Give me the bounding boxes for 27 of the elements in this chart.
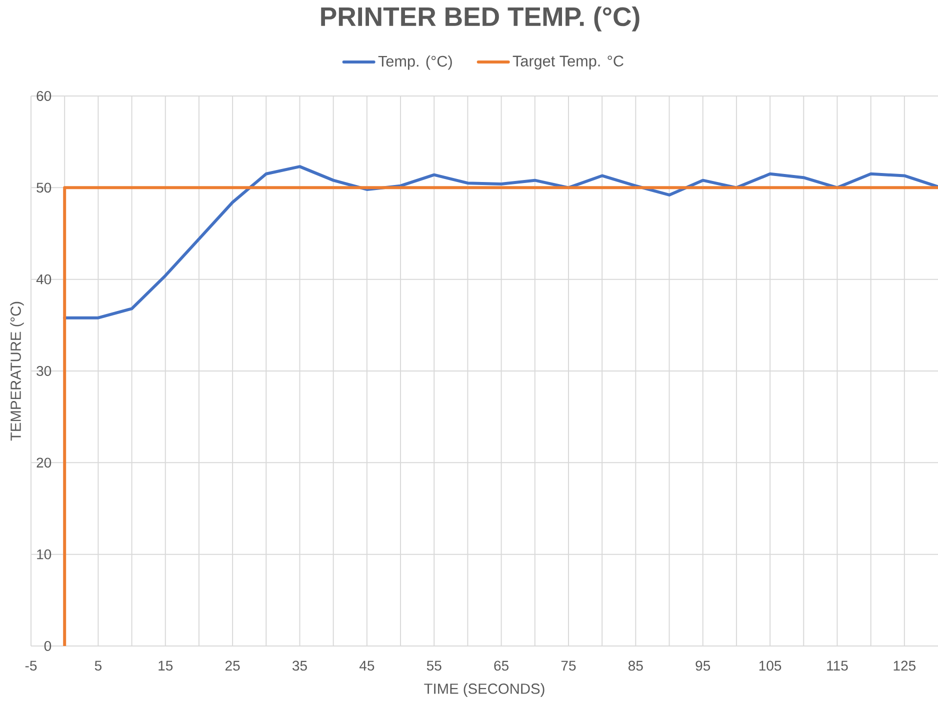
- x-tick-label: 95: [696, 660, 710, 671]
- y-tick-label: 20: [36, 458, 52, 468]
- y-axis-title: TEMPERATURE (°C): [10, 302, 24, 441]
- x-tick-label: 5: [94, 660, 102, 671]
- x-tick-label: 15: [158, 660, 173, 671]
- legend-label: Temp. (°C): [378, 55, 452, 70]
- x-tick-label: 35: [292, 660, 307, 671]
- y-tick-label: 60: [36, 91, 52, 101]
- x-tick-label: -5: [25, 660, 37, 671]
- x-tick-label: 55: [426, 660, 442, 671]
- legend-label: Target Temp. °C: [512, 56, 624, 70]
- y-tick-label: 0: [44, 641, 52, 651]
- x-tick-label: 115: [827, 660, 848, 671]
- line-series: [63, 165, 938, 320]
- x-axis-title: TIME (SECONDS): [424, 683, 544, 697]
- y-tick-label: 10: [37, 549, 52, 560]
- x-tick-label: 75: [561, 660, 576, 671]
- x-tick-label: 125: [894, 660, 916, 671]
- x-tick-label: 45: [359, 660, 374, 671]
- chart-title: PRINTER BED TEMP. (°C): [321, 6, 640, 32]
- x-tick-label: 65: [494, 660, 508, 671]
- x-tick-label: 105: [759, 660, 782, 671]
- x-tick-label: 85: [628, 660, 643, 671]
- x-tick-label: 25: [225, 660, 240, 671]
- y-tick-label: 40: [36, 274, 52, 284]
- y-tick-label: 30: [36, 366, 52, 376]
- y-tick-label: 50: [36, 182, 52, 193]
